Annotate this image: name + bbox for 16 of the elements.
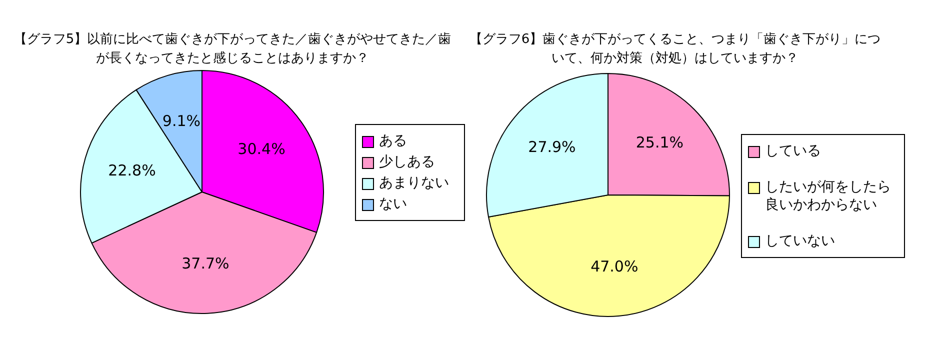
data-label: 9.1%	[162, 112, 200, 130]
legend-label: している	[765, 142, 821, 160]
data-label: 22.8%	[108, 162, 156, 180]
legend-label: あまりない	[379, 174, 449, 192]
legend-label: したいが何をしたら良いかわからない	[765, 178, 892, 214]
data-label: 27.9%	[528, 138, 576, 156]
data-label: 47.0%	[590, 258, 638, 276]
data-label: 25.1%	[636, 134, 684, 152]
data-label: 30.4%	[238, 140, 286, 158]
legend-label: ある	[379, 132, 407, 150]
chart-title: 【グラフ5】以前に比べて歯ぐきが下がってきた／歯ぐきがやせてきた／歯が長くなってきたと感じることはありますか？	[12, 31, 452, 68]
legend-label: していない	[765, 232, 835, 250]
legend-label: ない	[379, 195, 407, 213]
legend-label: 少しある	[379, 153, 435, 171]
chart-title: 【グラフ6】歯ぐきが下がってくること、つまり「歯ぐき下がり」について、何か対策（対処）はしていますか？	[468, 31, 882, 68]
data-label: 37.7%	[182, 254, 230, 273]
